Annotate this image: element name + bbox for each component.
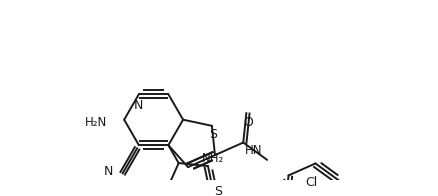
Text: O: O	[243, 116, 253, 129]
Text: N: N	[104, 165, 113, 178]
Text: S: S	[214, 185, 222, 196]
Text: N: N	[134, 99, 144, 112]
Text: HN: HN	[245, 144, 262, 157]
Text: S: S	[209, 128, 217, 141]
Text: H₂N: H₂N	[85, 116, 108, 129]
Text: Cl: Cl	[305, 176, 318, 189]
Text: NH₂: NH₂	[202, 152, 224, 165]
